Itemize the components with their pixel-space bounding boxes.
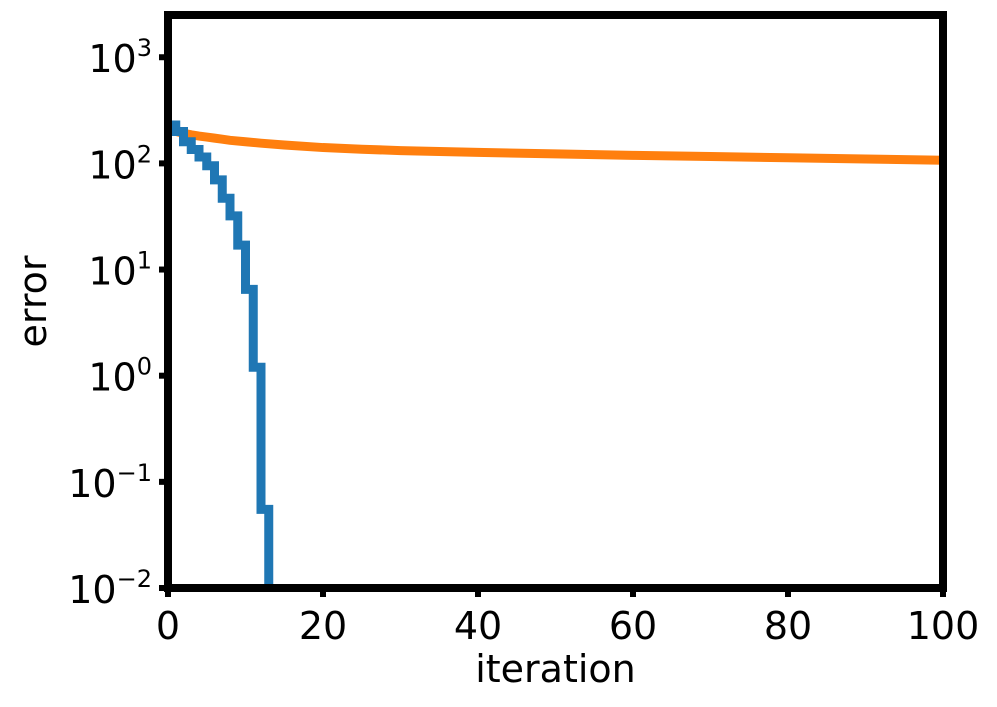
series-line-0 <box>166 124 944 165</box>
x-axis-label: iteration <box>475 647 636 691</box>
x-tick-label: 40 <box>454 604 502 648</box>
y-tick-label: 10−2 <box>68 565 152 612</box>
y-tick-label: 101 <box>88 247 152 294</box>
y-tick-label: 10−1 <box>68 459 152 506</box>
x-tick-label: 20 <box>299 604 347 648</box>
x-tick-label: 0 <box>156 604 180 648</box>
y-tick-label: 100 <box>88 353 152 400</box>
plot-frame <box>164 11 947 592</box>
y-ticks: 10−2 10−1 100 101 102 103 <box>68 34 168 612</box>
y-tick-label: 102 <box>88 140 152 187</box>
y-tick-label: 103 <box>88 34 152 81</box>
series-line-1 <box>168 120 274 588</box>
y-axis-label: error <box>11 255 55 347</box>
x-tick-label: 80 <box>764 604 812 648</box>
series-layer <box>166 120 944 588</box>
x-ticks: 0 20 40 60 80 100 <box>156 588 979 648</box>
x-tick-label: 100 <box>907 604 980 648</box>
x-tick-label: 60 <box>609 604 657 648</box>
